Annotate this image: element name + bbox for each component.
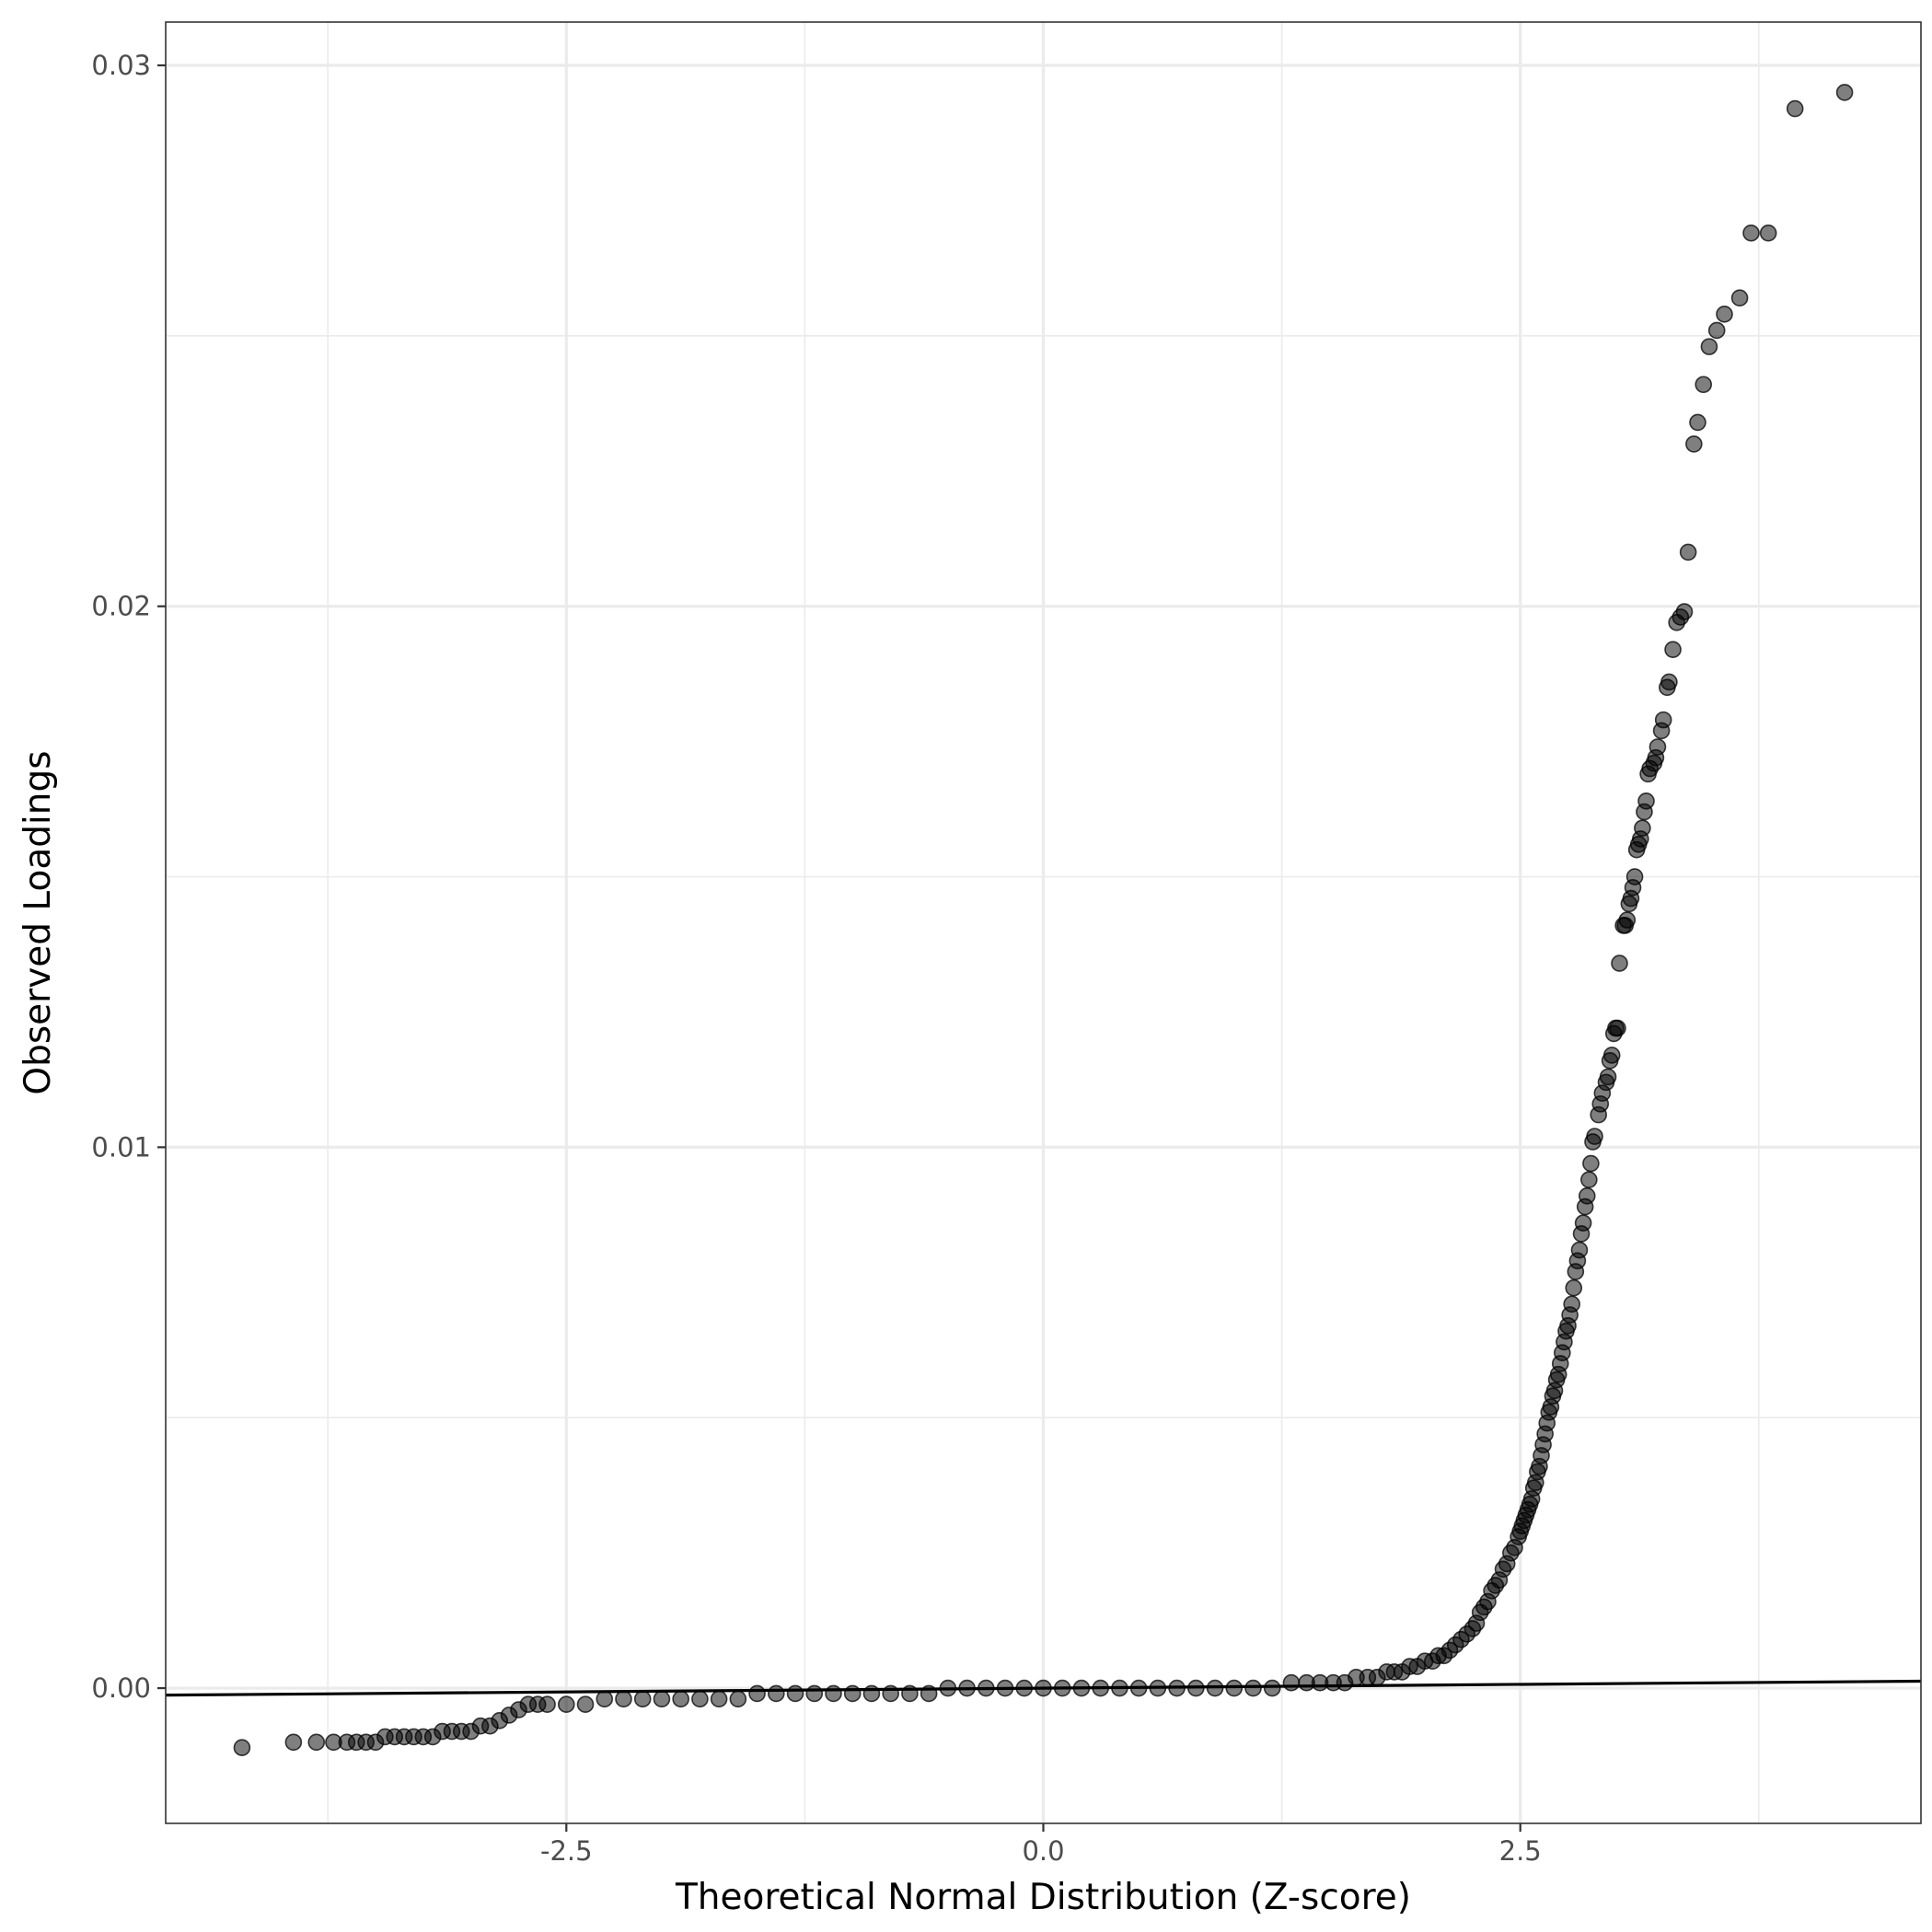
- data-point: [1835, 84, 1854, 101]
- y-axis-title: Observed Loadings: [17, 750, 59, 1094]
- x-axis: -2.5 0.0 2.5: [540, 1823, 1542, 1867]
- data-point: [307, 1733, 326, 1752]
- data-point: [1652, 722, 1671, 740]
- data-point: [748, 1684, 766, 1703]
- data-point: [576, 1695, 595, 1714]
- data-point: [1572, 1225, 1591, 1243]
- x-tick-label: 0.0: [1022, 1835, 1064, 1867]
- data-point: [1759, 224, 1777, 242]
- major-gridlines: [166, 22, 1921, 1823]
- data-point: [1659, 678, 1676, 697]
- data-point: [1584, 1133, 1602, 1151]
- data-point: [1716, 306, 1733, 323]
- data-point: [653, 1690, 671, 1708]
- data-point: [1582, 1154, 1600, 1173]
- data-point: [825, 1684, 842, 1703]
- data-points: [233, 84, 1854, 1757]
- reference-line-group: [165, 1679, 1922, 1697]
- x-tick-label: 2.5: [1499, 1835, 1542, 1867]
- data-point: [615, 1690, 632, 1708]
- data-point: [633, 1690, 652, 1708]
- data-point: [786, 1684, 804, 1703]
- data-point: [1244, 1679, 1262, 1697]
- data-point: [691, 1690, 709, 1708]
- data-point: [1611, 954, 1628, 972]
- data-point: [1580, 1171, 1598, 1188]
- data-point: [1590, 1105, 1607, 1124]
- data-point: [1695, 376, 1712, 394]
- data-point: [1639, 765, 1657, 783]
- data-point: [1668, 614, 1685, 631]
- data-point: [1786, 99, 1804, 118]
- data-point: [1730, 289, 1749, 307]
- data-point: [768, 1684, 785, 1703]
- data-point: [729, 1690, 747, 1708]
- data-point: [1576, 1197, 1594, 1216]
- data-point: [596, 1690, 614, 1708]
- data-point: [1700, 338, 1718, 355]
- data-point: [557, 1695, 575, 1714]
- y-tick-label: 0.03: [91, 50, 151, 81]
- x-tick-label: -2.5: [540, 1835, 593, 1867]
- data-point: [1620, 895, 1638, 913]
- y-axis: 0.00 0.01 0.02 0.03: [91, 50, 166, 1704]
- data-point: [1614, 917, 1632, 934]
- data-point: [672, 1690, 689, 1708]
- data-point: [1565, 1278, 1583, 1297]
- reference-line: [165, 1679, 1922, 1697]
- data-point: [1282, 1673, 1301, 1692]
- data-point: [1601, 1052, 1619, 1070]
- x-axis-title: Theoretical Normal Distribution (Z-score…: [675, 1877, 1411, 1918]
- data-point: [1298, 1673, 1315, 1692]
- data-point: [843, 1684, 862, 1703]
- data-point: [1664, 641, 1682, 659]
- data-point: [1707, 321, 1726, 340]
- data-point: [1742, 224, 1760, 242]
- data-point: [1689, 413, 1706, 432]
- y-tick-label: 0.01: [91, 1131, 151, 1163]
- data-point: [1685, 435, 1703, 453]
- data-point: [1679, 543, 1697, 561]
- data-point: [325, 1733, 342, 1752]
- data-point: [1567, 1263, 1585, 1280]
- data-point: [1636, 803, 1653, 821]
- data-point: [710, 1690, 728, 1708]
- data-point: [1604, 1024, 1623, 1043]
- data-point: [284, 1733, 303, 1752]
- y-tick-label: 0.02: [91, 591, 151, 622]
- y-tick-label: 0.00: [91, 1672, 151, 1704]
- data-point: [1627, 840, 1646, 859]
- data-point: [805, 1684, 824, 1703]
- data-point: [1263, 1679, 1281, 1697]
- data-point: [233, 1739, 251, 1757]
